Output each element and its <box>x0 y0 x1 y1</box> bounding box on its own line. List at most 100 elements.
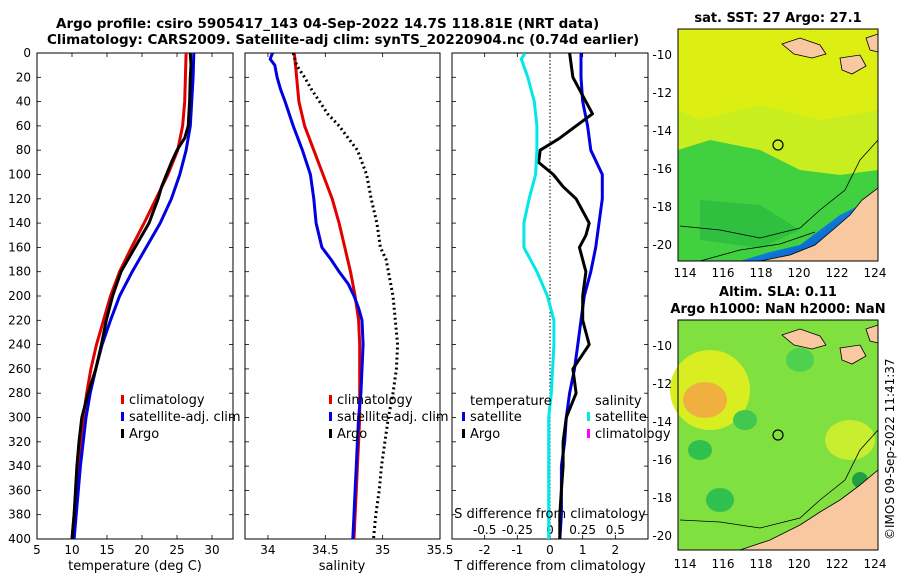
sst-map-title: sat. SST: 27 Argo: 27.1 <box>694 11 861 26</box>
copyright-stamp: ©IMOS 09-Sep-2022 11:41:37 <box>883 358 897 540</box>
x-tick-label: 5 <box>33 543 41 557</box>
depth-tick-label: 260 <box>8 362 31 376</box>
depth-tick-label: 240 <box>8 338 31 352</box>
sla-profile-location-marker <box>772 429 784 441</box>
series-line-argo <box>291 53 400 539</box>
map-lat-tick-label: -14 <box>652 415 672 429</box>
sst-bathymetry-contour-2 <box>699 231 816 262</box>
depth-tick-label: 140 <box>8 216 31 230</box>
sla-map-title-line-1: Altim. SLA: 0.11 <box>719 285 837 300</box>
depth-tick-label: 220 <box>8 313 31 327</box>
legend-swatch-t-satellite <box>462 412 465 421</box>
depth-tick-label: 280 <box>8 386 31 400</box>
legend-swatch-s-climatology <box>587 429 590 438</box>
x-tick-label: 25 <box>169 543 184 557</box>
legend-swatch-argo <box>121 429 124 438</box>
legend-swatch-s-satellite <box>587 412 590 421</box>
s-tick-label: -0.5 <box>473 523 496 537</box>
temperature-plot-frame <box>36 52 234 540</box>
title-line-1: Argo profile: csiro 5905417_143 04-Sep-2… <box>56 16 600 32</box>
legend-title-salinity: salinity <box>595 394 642 409</box>
depth-tick-label: 40 <box>16 95 31 109</box>
map-lat-tick-label: -10 <box>652 48 672 62</box>
difference-xlabel: T difference from climatology <box>453 559 646 574</box>
legend-swatch-satellite <box>121 412 124 421</box>
sla-island-1 <box>781 328 827 350</box>
sst-island-1 <box>781 37 827 59</box>
depth-tick-label: 360 <box>8 483 31 497</box>
sla-green-blob-5 <box>786 348 814 372</box>
legend-title-temperature: temperature <box>470 394 552 409</box>
sla-island-2 <box>839 344 867 365</box>
x-tick-label: 15 <box>99 543 114 557</box>
sst-map <box>677 28 879 262</box>
depth-tick-label: 200 <box>8 289 31 303</box>
map-lon-tick-label: 116 <box>712 557 735 571</box>
depth-tick-label: 60 <box>16 119 31 133</box>
map-lat-tick-label: -12 <box>652 86 672 100</box>
legend-label-argo: Argo <box>337 427 367 442</box>
depth-tick-label: 320 <box>8 435 31 449</box>
map-lon-tick-label: 114 <box>674 266 697 280</box>
difference-xlabel-top: S difference from climatology <box>454 507 646 522</box>
map-lon-tick-label: 122 <box>826 266 849 280</box>
legend-label-argo: Argo <box>129 427 159 442</box>
legend-swatch-t-argo <box>462 429 465 438</box>
x-tick-label: 1 <box>579 543 587 557</box>
legend-swatch-satellite <box>329 412 332 421</box>
depth-tick-label: 80 <box>16 143 31 157</box>
series-line-s-satellite <box>519 53 556 539</box>
s-tick-label: -0.25 <box>502 523 533 537</box>
depth-tick-label: 160 <box>8 240 31 254</box>
sst-bathymetry-contour <box>679 139 879 239</box>
depth-tick-label: 400 <box>8 532 31 546</box>
sst-green-patch-2 <box>700 200 800 248</box>
profile-location-marker <box>772 139 784 151</box>
sla-map-frame <box>677 319 879 551</box>
map-lat-tick-label: -18 <box>652 491 672 505</box>
legend-label-climatology: climatology <box>129 393 205 408</box>
series-line-climatology <box>70 53 188 539</box>
legend-swatch-argo <box>329 429 332 438</box>
x-tick-label: 34 <box>260 543 275 557</box>
difference-legend: temperature satellite Argo salinity sate… <box>462 394 671 442</box>
x-tick-label: 30 <box>204 543 219 557</box>
legend-label-t-satellite: satellite <box>470 410 522 425</box>
sla-map-title-line-2: Argo h1000: NaN h2000: NaN <box>670 302 885 317</box>
sla-map <box>670 319 879 551</box>
s-tick-label: 0.5 <box>606 523 625 537</box>
series-line-satellite-adj-clim <box>72 53 196 539</box>
sst-map-frame <box>677 28 879 262</box>
legend-label-s-climatology: climatology <box>595 427 671 442</box>
x-tick-label: 34.5 <box>312 543 339 557</box>
map-lat-tick-label: -20 <box>652 529 672 543</box>
sla-green-blob-3 <box>706 488 734 512</box>
x-tick-label: -2 <box>479 543 491 557</box>
map-lon-tick-label: 124 <box>864 557 887 571</box>
sla-bathymetry-contour <box>679 429 879 529</box>
map-lon-tick-label: 122 <box>826 557 849 571</box>
x-tick-label: 2 <box>612 543 620 557</box>
depth-tick-label: 0 <box>23 46 31 60</box>
x-tick-label: 35 <box>375 543 390 557</box>
map-lon-tick-label: 116 <box>712 266 735 280</box>
map-lat-tick-label: -12 <box>652 377 672 391</box>
temperature-xlabel: temperature (deg C) <box>68 559 202 574</box>
map-lat-tick-label: -18 <box>652 200 672 214</box>
legend-label-satellite: satellite-adj. clim <box>129 410 241 425</box>
legend-label-climatology: climatology <box>337 393 413 408</box>
map-lon-tick-label: 114 <box>674 557 697 571</box>
sla-orange-anomaly <box>683 382 727 418</box>
legend-swatch-climatology <box>121 395 124 404</box>
legend-label-s-satellite: satellite <box>595 410 647 425</box>
map-lat-tick-label: -16 <box>652 453 672 467</box>
s-tick-label: 0.25 <box>569 523 596 537</box>
depth-tick-label: 300 <box>8 411 31 425</box>
map-lat-tick-label: -14 <box>652 124 672 138</box>
x-tick-label: 0 <box>546 543 554 557</box>
depth-tick-label: 340 <box>8 459 31 473</box>
series-line-argo <box>70 53 193 539</box>
depth-tick-label: 100 <box>8 168 31 182</box>
sla-green-blob-2 <box>733 410 757 430</box>
